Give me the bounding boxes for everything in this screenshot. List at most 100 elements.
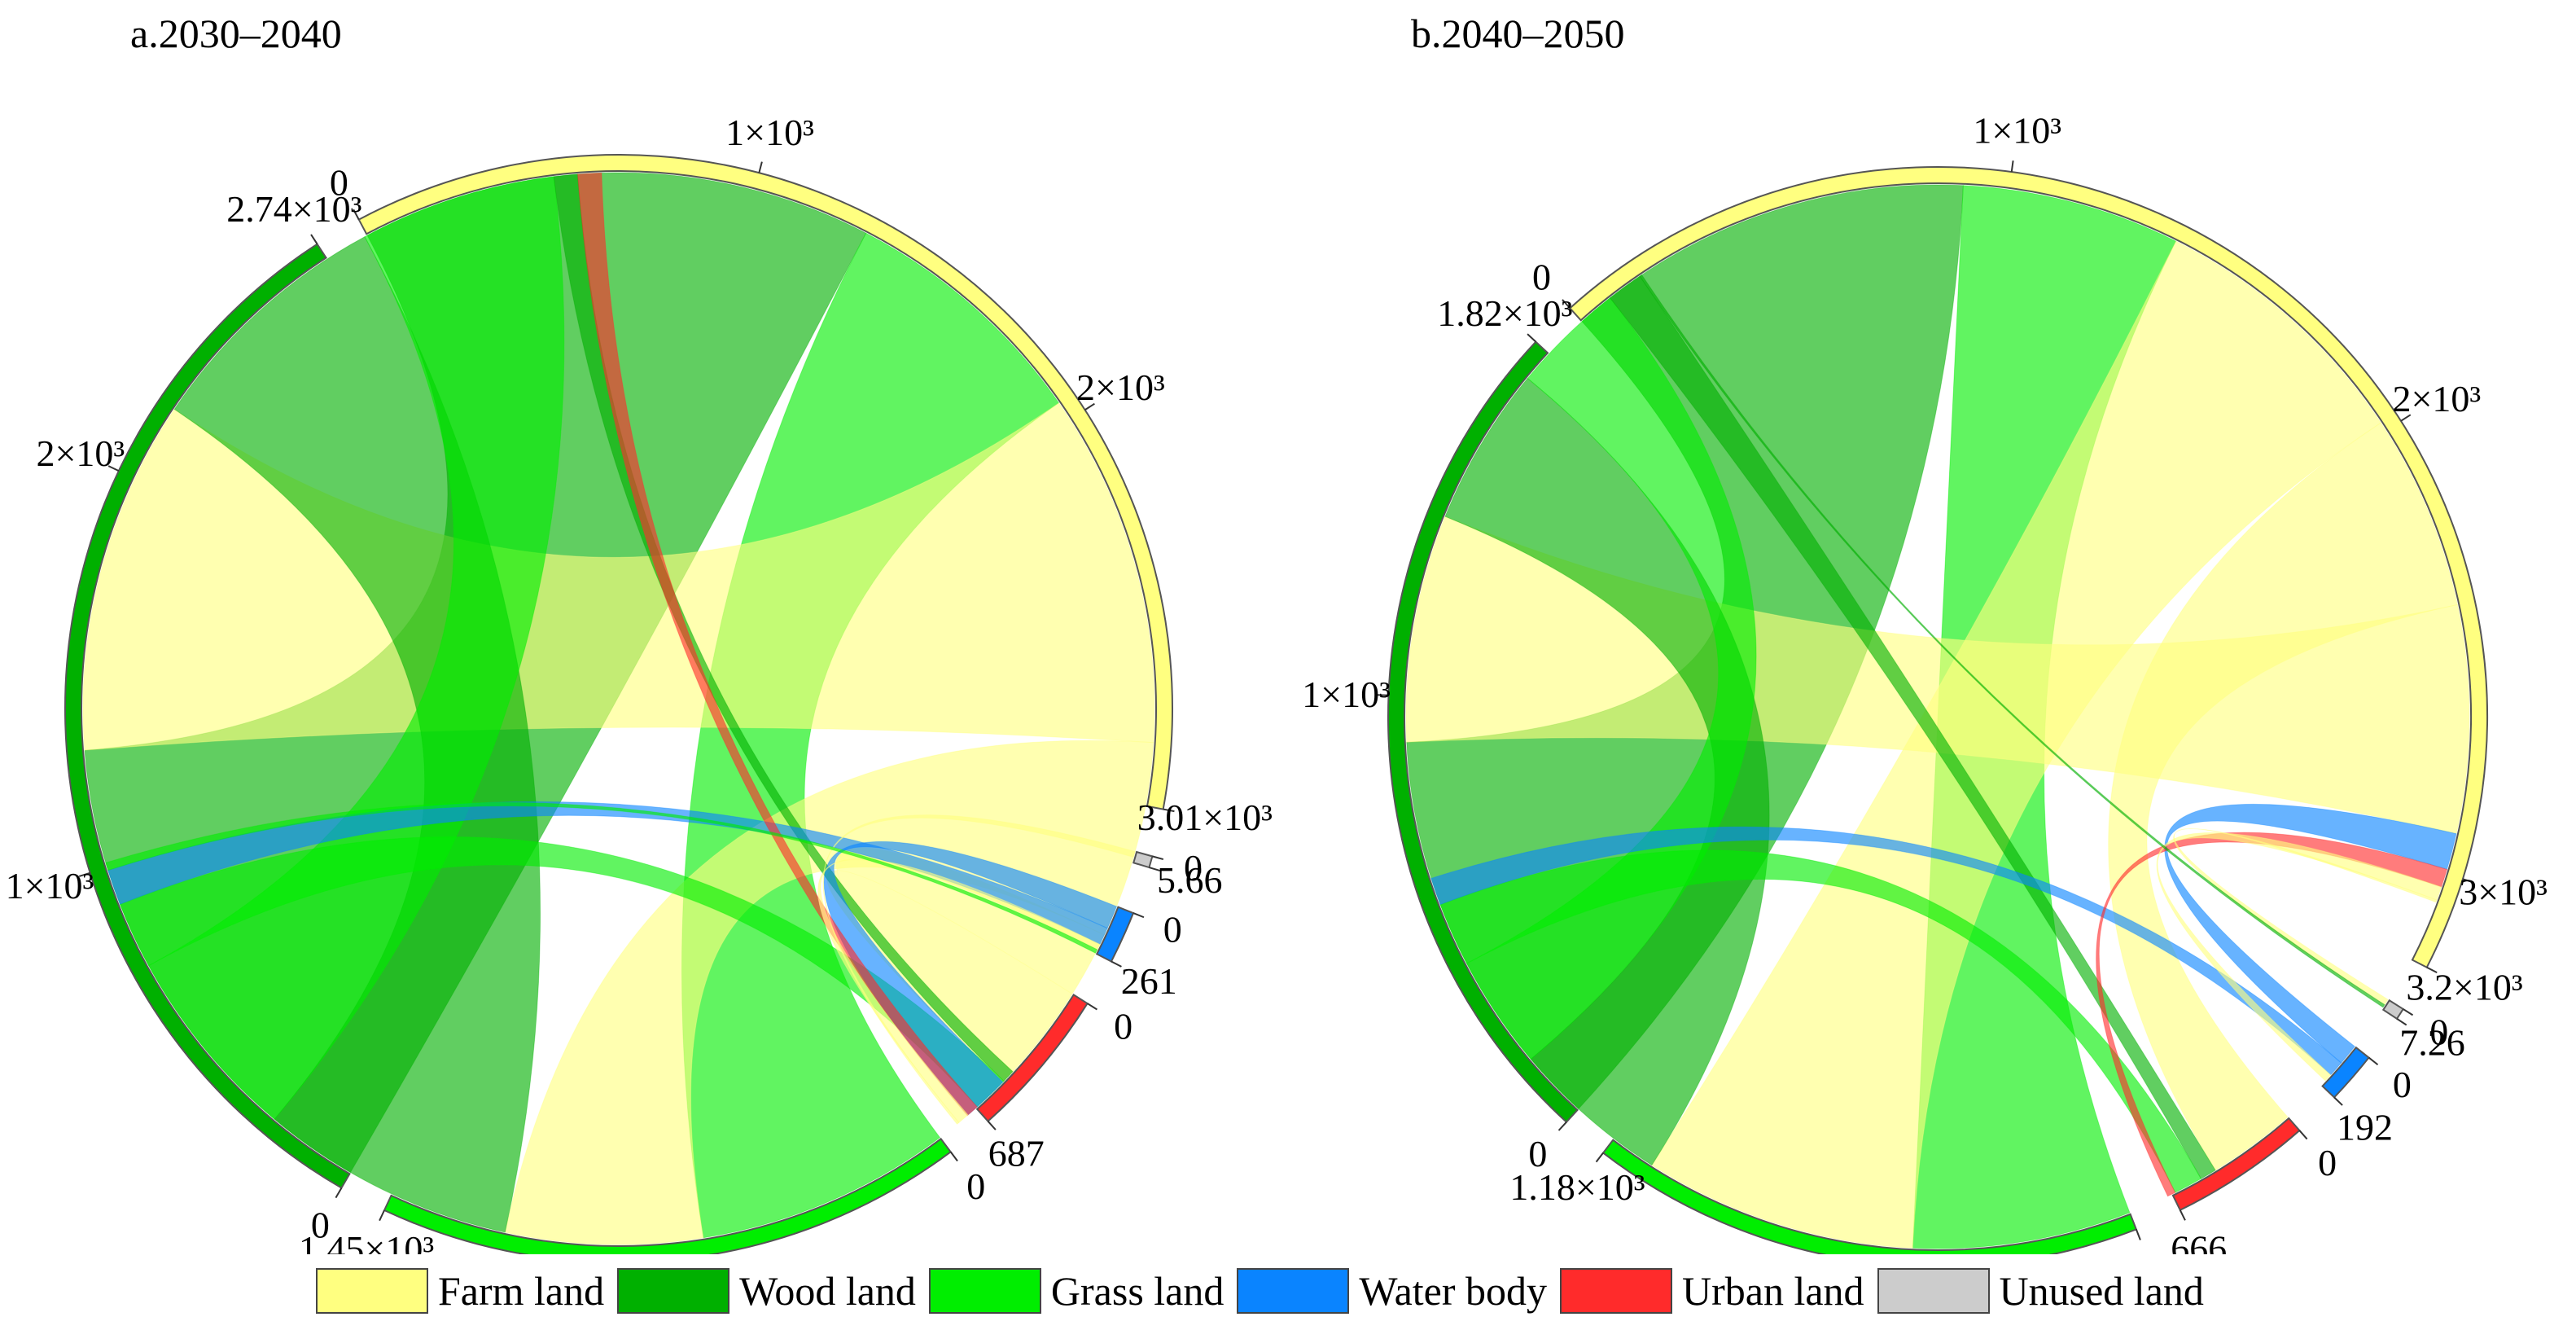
- tick-mark: [2368, 1056, 2379, 1066]
- tick-label-wood-land: 1.82×10³: [1437, 292, 1572, 334]
- tick-mark: [758, 161, 763, 173]
- tick-mark: [1377, 694, 1389, 696]
- tick-label-farm-land: 2×10³: [2392, 378, 2481, 419]
- outer-ring-a: [64, 154, 1173, 1254]
- segment-grass-land: [383, 1137, 953, 1254]
- tick-label-farm-land: 3.01×10³: [1137, 797, 1273, 838]
- tick-mark: [310, 234, 318, 245]
- legend-label-wood-land: Wood land: [739, 1268, 916, 1314]
- tick-mark: [1084, 402, 1095, 411]
- tick-label-water-body: 192: [2337, 1106, 2393, 1148]
- outer-ring-b: [1387, 166, 2488, 1254]
- tick-mark: [1527, 333, 1537, 343]
- legend: Farm land Wood land Grass land Water bod…: [316, 1261, 2217, 1321]
- tick-mark: [2403, 1008, 2414, 1016]
- tick-label-farm-land: 2×10³: [1076, 367, 1165, 408]
- tick-mark: [2333, 1096, 2343, 1106]
- legend-item-wood-land: Wood land: [617, 1267, 916, 1315]
- tick-mark: [987, 1121, 997, 1130]
- ribbon-grass-land-to-urban-land: [1439, 849, 2202, 1193]
- legend-item-unused-land: Unused land: [1877, 1267, 2204, 1315]
- legend-swatch-urban-land: [1560, 1268, 1672, 1314]
- tick-label-wood-land: 1×10³: [1302, 674, 1391, 715]
- legend-label-urban-land: Urban land: [1682, 1268, 1864, 1314]
- ribbon-wood-land-to-grass-land: [1444, 377, 1770, 1166]
- tick-label-farm-land: 1×10³: [1973, 110, 2061, 151]
- tick-label-water-body: 0: [2393, 1064, 2412, 1105]
- ribbon-farm-land-to-water-body: [2156, 832, 2442, 1082]
- tick-mark: [1562, 299, 1571, 309]
- segment-grass-land: [1601, 1139, 2138, 1254]
- tick-label-unused-land: 7.26: [2399, 1021, 2465, 1063]
- tick-mark: [2426, 966, 2438, 974]
- tick-label-wood-land: 0: [1528, 1133, 1547, 1174]
- ribbon-farm-land-to-unused-land: [2173, 828, 2438, 1006]
- tick-label-urban-land: 0: [2318, 1142, 2337, 1183]
- ribbon-grass-land-to-farm-land: [681, 232, 1060, 1239]
- tick-label-water-body: 0: [1163, 908, 1182, 950]
- legend-swatch-unused-land: [1877, 1268, 1990, 1314]
- segment-farm-land: [357, 154, 1173, 810]
- ribbons-b: [1405, 184, 2470, 1249]
- tick-mark: [1163, 808, 1175, 813]
- ribbon-farm-land-to-wood-land: [82, 402, 1155, 751]
- segment-water-body: [1095, 906, 1135, 963]
- tick-mark: [1111, 960, 1122, 968]
- tick-mark: [379, 1209, 385, 1222]
- segment-farm-land: [1568, 166, 2488, 969]
- tick-mark: [949, 1151, 958, 1162]
- tick-mark: [2179, 1209, 2186, 1221]
- tick-label-farm-land: 0: [330, 162, 348, 204]
- tick-mark: [2298, 1130, 2308, 1140]
- tick-mark: [1595, 1152, 1604, 1163]
- tick-label-farm-land: 3.2×10³: [2406, 966, 2522, 1007]
- tick-label-grass-land: 1.45×10³: [299, 1228, 434, 1254]
- legend-swatch-grass-land: [928, 1268, 1041, 1314]
- ribbon-wood-land-to-unused-land: [1639, 274, 2385, 1008]
- ribbon-urban-land-to-farm-land: [2096, 832, 2448, 1197]
- ribbon-water-body-to-farm-land: [2164, 803, 2457, 1064]
- segment-wood-land: [1387, 340, 1579, 1124]
- tick-mark: [78, 871, 90, 877]
- tick-label-unused-land: 0: [2429, 1012, 2448, 1053]
- tick-labels-b: 01×10³2×10³3×10³3.2×10³07.260192066601.1…: [1302, 110, 2548, 1254]
- tick-mark: [2400, 414, 2412, 422]
- legend-label-farm-land: Farm land: [438, 1268, 605, 1314]
- tick-label-grass-land: 0: [2142, 1249, 2161, 1254]
- chord-chart-a: 01×10³2×10³3.01×10³05.660261068701×10³1.…: [6, 112, 1273, 1254]
- tick-mark: [2010, 160, 2014, 173]
- tick-label-farm-land: 1×10³: [725, 112, 814, 153]
- ribbon-wood-land-to-urban-land: [1609, 275, 2216, 1179]
- tick-label-wood-land: 2×10³: [36, 432, 125, 474]
- tick-label-unused-land: 5.66: [1157, 859, 1223, 901]
- chart-b-title: b.2040–2050: [1411, 11, 1625, 56]
- tick-label-urban-land: 0: [1114, 1006, 1132, 1047]
- tick-label-water-body: 261: [1121, 960, 1177, 1002]
- tick-label-grass-land: 1.18×10³: [1509, 1166, 1645, 1208]
- ribbons-a: [82, 172, 1155, 1245]
- ribbon-grass-land-to-water-body: [105, 801, 1098, 954]
- chord-chart-b: 01×10³2×10³3×10³3.2×10³07.260192066601.1…: [1302, 110, 2548, 1254]
- legend-swatch-farm-land: [316, 1268, 428, 1314]
- segment-urban-land: [2171, 1117, 2301, 1212]
- ribbon-farm-land-to-unused-land: [822, 814, 1136, 1125]
- tick-mark: [107, 465, 120, 472]
- segment-unused-land: [1132, 850, 1154, 869]
- legend-label-grass-land: Grass land: [1050, 1268, 1224, 1314]
- tick-label-wood-land: 1×10³: [6, 865, 94, 906]
- ribbon-grass-land-to-urban-land: [119, 836, 1005, 1108]
- tick-label-wood-land: 2.74×10³: [226, 188, 361, 230]
- tick-mark: [1132, 912, 1145, 919]
- legend-label-water-body: Water body: [1359, 1268, 1547, 1314]
- chart-a-title: a.2030–2040: [130, 11, 342, 56]
- segment-water-body: [2321, 1046, 2370, 1099]
- legend-swatch-wood-land: [617, 1268, 730, 1314]
- tick-label-unused-land: 0: [1184, 847, 1203, 889]
- tick-mark: [1149, 867, 1161, 872]
- tick-label-urban-land: 666: [2171, 1227, 2227, 1254]
- legend-label-unused-land: Unused land: [1999, 1268, 2204, 1314]
- tick-label-urban-land: 687: [988, 1132, 1045, 1174]
- ribbon-farm-land-to-water-body: [817, 858, 1101, 1124]
- segment-wood-land: [64, 243, 351, 1189]
